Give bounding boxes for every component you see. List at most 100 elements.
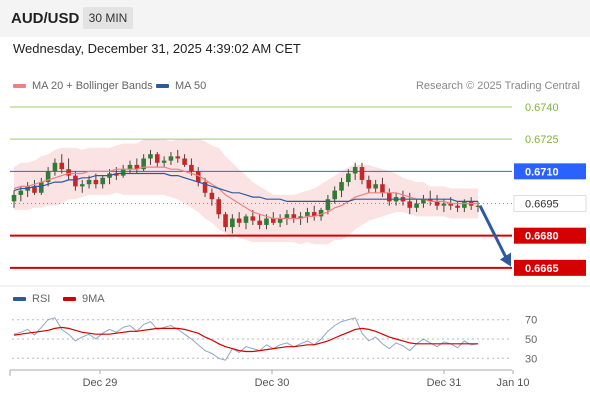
candle-body bbox=[250, 216, 256, 221]
candle-body bbox=[86, 179, 92, 185]
candle-body bbox=[277, 218, 283, 223]
level-label-bg bbox=[514, 163, 586, 180]
candle-body bbox=[18, 190, 24, 195]
ma20-legend-label: MA 20 + Bollinger Bands bbox=[32, 80, 153, 92]
candle-body bbox=[45, 171, 51, 183]
candle-body bbox=[209, 192, 215, 200]
candle-body bbox=[66, 169, 71, 176]
symbol-title: AUD/USD bbox=[11, 10, 80, 27]
candle-body bbox=[93, 179, 99, 185]
candle-body bbox=[38, 182, 44, 193]
candle-body bbox=[257, 220, 262, 225]
candle-body bbox=[243, 216, 249, 223]
candle-body bbox=[230, 218, 235, 228]
header-bar: AUD/USD 30 MIN bbox=[0, 0, 590, 37]
candle-body bbox=[462, 201, 467, 208]
candle-body bbox=[195, 171, 201, 183]
candle-body bbox=[168, 156, 174, 161]
ma20-line bbox=[13, 166, 478, 220]
candle-body bbox=[455, 205, 460, 208]
x-tick-label: Jan 10 bbox=[496, 377, 529, 389]
rsi-legend-swatch bbox=[13, 297, 26, 301]
x-tick-label: Dec 31 bbox=[427, 377, 462, 389]
rsi-ma-legend-swatch bbox=[63, 297, 76, 301]
candle-body bbox=[182, 158, 187, 165]
candle-body bbox=[114, 173, 119, 176]
candle-body bbox=[305, 212, 310, 217]
candle-body bbox=[127, 164, 133, 170]
x-tick-label: Dec 29 bbox=[83, 377, 118, 389]
candle-body bbox=[475, 205, 481, 207]
candle-body bbox=[175, 156, 181, 159]
x-tick-label: Dec 30 bbox=[255, 377, 290, 389]
candle-body bbox=[154, 154, 160, 163]
candle-body bbox=[59, 162, 65, 170]
candle-body bbox=[291, 214, 297, 219]
candle-body bbox=[373, 184, 378, 189]
candle-body bbox=[448, 203, 454, 206]
candle-body bbox=[407, 201, 413, 208]
ma20-legend-swatch bbox=[13, 84, 26, 88]
candle-body bbox=[339, 182, 344, 191]
candle-body bbox=[52, 162, 58, 172]
candle-body bbox=[264, 218, 269, 225]
level-label: 0.6740 bbox=[525, 102, 559, 114]
candle-body bbox=[148, 154, 153, 159]
ma50-line bbox=[13, 172, 478, 202]
candle-body bbox=[427, 199, 433, 202]
candle-body bbox=[141, 158, 146, 170]
candle-body bbox=[318, 209, 324, 217]
candle-body bbox=[79, 184, 85, 187]
candle-body bbox=[223, 214, 228, 228]
candle-body bbox=[270, 218, 276, 223]
level-label-bg bbox=[514, 227, 586, 244]
candle-body bbox=[441, 203, 447, 206]
level-label: 0.6725 bbox=[525, 134, 559, 146]
candle-body bbox=[298, 216, 303, 219]
level-label: 0.6695 bbox=[525, 199, 559, 211]
timeframe-button[interactable]: 30 MIN bbox=[83, 7, 133, 29]
candle-body bbox=[366, 179, 372, 189]
ma50-legend-label: MA 50 bbox=[175, 80, 207, 92]
forecast-arrow-shaft bbox=[478, 204, 508, 259]
candle-body bbox=[73, 175, 78, 187]
level-label-bg bbox=[514, 259, 586, 276]
candle-body bbox=[380, 184, 385, 193]
candle-body bbox=[202, 182, 208, 193]
level-label: 0.6680 bbox=[525, 231, 559, 243]
copyright-label: Research © 2025 Trading Central bbox=[415, 80, 580, 92]
forecast-arrow-head bbox=[500, 252, 511, 267]
candle-body bbox=[284, 214, 290, 219]
candle-body bbox=[346, 173, 351, 183]
rsi-ma-legend-label: 9MA bbox=[82, 293, 105, 305]
candle-body bbox=[434, 201, 440, 206]
candle-body bbox=[414, 203, 419, 208]
ma50-legend-swatch bbox=[156, 84, 169, 88]
rsi-tick-label: 30 bbox=[525, 353, 537, 365]
rsi-tick-label: 50 bbox=[525, 334, 537, 346]
level-label-bg bbox=[513, 195, 587, 213]
candle-body bbox=[32, 186, 37, 193]
candle-body bbox=[325, 199, 331, 210]
candle-body bbox=[236, 218, 242, 223]
candle-body bbox=[120, 169, 126, 176]
rsi-legend-label: RSI bbox=[32, 293, 51, 305]
level-label: 0.6665 bbox=[525, 263, 559, 275]
candle-body bbox=[216, 199, 222, 215]
candle-body bbox=[332, 190, 338, 200]
candle-body bbox=[359, 167, 365, 180]
candle-body bbox=[421, 199, 426, 204]
candle-body bbox=[311, 212, 317, 217]
candle-body bbox=[352, 167, 358, 174]
candle-body bbox=[100, 177, 106, 185]
candle-body bbox=[134, 164, 140, 170]
candle-body bbox=[386, 192, 392, 202]
candle-body bbox=[11, 194, 17, 202]
rsi-ma-line bbox=[13, 326, 478, 353]
rsi-tick-label: 70 bbox=[525, 315, 537, 327]
candle-body bbox=[161, 160, 167, 163]
level-label: 0.6710 bbox=[525, 166, 559, 178]
rsi-line bbox=[13, 317, 479, 361]
